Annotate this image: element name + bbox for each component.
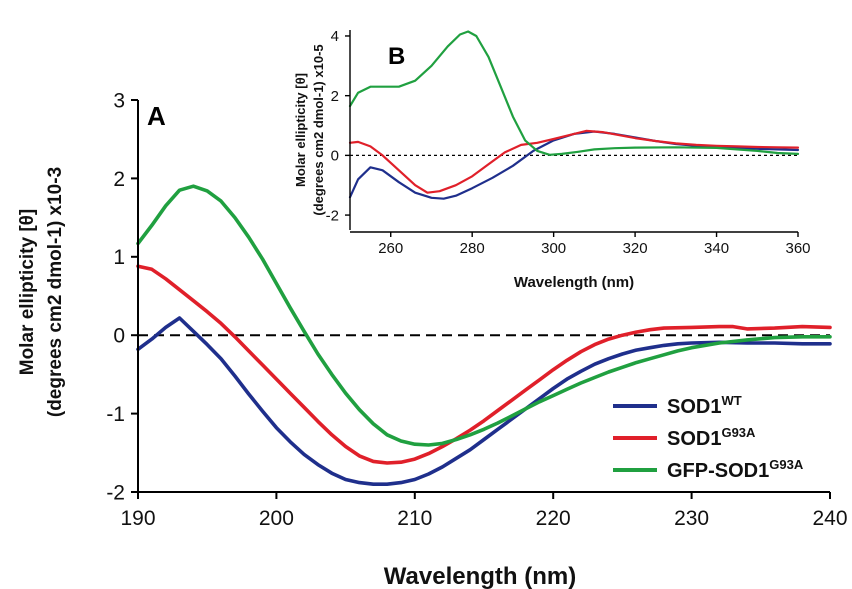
panel-a-label: A — [147, 101, 166, 131]
panel-a-series-line-gfp-sod1-g93a — [136, 184, 832, 447]
panel-b-x-tick-label: 340 — [704, 240, 729, 257]
panel-a-y-tick-label: 1 — [113, 246, 125, 269]
panel-b-y-tick-label: -2 — [326, 207, 339, 224]
panel-b-label: B — [388, 43, 405, 70]
panel-a-y-tick-label: 2 — [113, 168, 125, 191]
panel-b-y-tick-label: 2 — [331, 88, 339, 105]
panel-b-y-axis-label-line2: (degrees cm2 dmol-1) x10-5 — [311, 44, 326, 215]
panel-a-x-tick-label: 190 — [120, 507, 155, 530]
legend-series-name: GFP-SOD1 — [667, 460, 769, 482]
panel-a-x-axis-label: Wavelength (nm) — [384, 563, 576, 589]
panel-b-x-tick-label: 300 — [541, 240, 566, 257]
panel-a-y-axis-label-line2: (degrees cm2 dmol-1) x10-3 — [45, 167, 66, 417]
panel-b-series-line-sod1-wt — [348, 130, 800, 200]
panel-b-series-group — [348, 30, 800, 200]
panel-b-x-tick-label: 280 — [460, 240, 485, 257]
panel-a-y-tick-label: 3 — [113, 89, 125, 112]
legend-series-superscript: WT — [721, 393, 741, 408]
panel-a-chart: 190 200 210 220 230 240 -2 -1 0 1 2 3 A Wavelength … — [17, 89, 848, 589]
panel-b-axes — [349, 30, 798, 233]
panel-a-series-line-sod1-wt — [136, 316, 832, 486]
panel-b-x-tick-label: 320 — [623, 240, 648, 257]
panel-b-x-axis-label: Wavelength (nm) — [514, 274, 634, 291]
panel-a-x-tick-label: 240 — [812, 507, 847, 530]
panel-a-y-tick-label: 0 — [113, 325, 125, 348]
panel-b-ticks: 260 280 300 320 340 360 -2 0 2 4 — [326, 28, 811, 257]
panel-b-y-tick-label: 4 — [331, 28, 339, 45]
legend-series-superscript: G93A — [721, 425, 756, 440]
panel-b-series-line-sod1-g93a — [348, 129, 800, 194]
panel-b-x-tick-label: 360 — [785, 240, 810, 257]
panel-a-x-tick-label: 220 — [536, 507, 571, 530]
panel-a-ticks: 190 200 210 220 230 240 -2 -1 0 1 2 3 — [106, 89, 847, 530]
panel-a-axes — [137, 100, 830, 493]
panel-a-y-tick-label: -2 — [106, 481, 125, 504]
panel-a-series-group — [136, 184, 832, 486]
legend-series-superscript: G93A — [769, 457, 804, 472]
legend-label-gfp-sod1-g93a: GFP-SOD1G93A — [667, 457, 804, 482]
panel-a-x-tick-label: 210 — [397, 507, 432, 530]
panel-b-x-tick-label: 260 — [378, 240, 403, 257]
panel-a-y-axis-label-line1: Molar ellipticity [θ] — [17, 209, 38, 376]
panel-a-y-tick-label: -1 — [106, 403, 125, 426]
legend-series-name: SOD1 — [667, 396, 721, 418]
panel-b-y-axis-label-line1: Molar ellipticity [θ] — [293, 73, 308, 187]
panel-a-x-tick-label: 230 — [674, 507, 709, 530]
panel-b-inset-chart: 260 280 300 320 340 360 -2 0 2 4 B Wavelength (nm… — [293, 28, 811, 291]
legend-series-name: SOD1 — [667, 428, 721, 450]
legend-label-sod1-g93a: SOD1G93A — [667, 425, 756, 450]
panel-b-series-line-gfp-sod1-g93a — [348, 30, 800, 156]
legend-label-sod1-wt: SOD1WT — [667, 393, 742, 418]
panel-b-y-tick-label: 0 — [331, 148, 339, 165]
panel-a-x-tick-label: 200 — [259, 507, 294, 530]
